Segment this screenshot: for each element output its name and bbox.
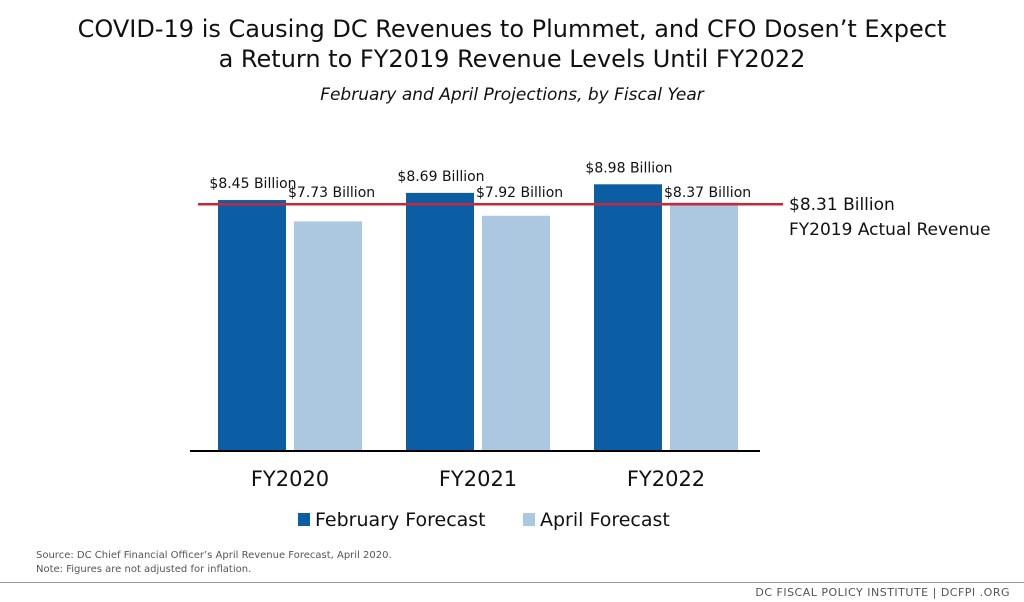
chart-subtitle: February and April Projections, by Fisca… <box>320 85 704 105</box>
chart-title: COVID-19 is Causing DC Revenues to Plumm… <box>0 14 1024 74</box>
reference-value-label: $8.31 Billion <box>789 195 895 215</box>
chart-title-line-2: a Return to FY2019 Revenue Levels Until … <box>218 45 806 73</box>
bar-april-fy2020 <box>294 221 362 451</box>
bar-april-fy2022 <box>670 202 738 451</box>
legend-label-april: April Forecast <box>540 509 670 531</box>
data-label-february: $8.69 Billion <box>397 169 484 185</box>
x-tick-label: FY2022 <box>627 467 705 491</box>
x-tick-label: FY2021 <box>439 467 517 491</box>
bar-april-fy2021 <box>482 215 550 451</box>
data-label-april: $8.37 Billion <box>664 185 751 201</box>
legend-swatch-april <box>523 513 535 526</box>
source-note: Source: DC Chief Financial Officer’s Apr… <box>36 549 392 577</box>
chart-title-line-1: COVID-19 is Causing DC Revenues to Plumm… <box>77 15 947 43</box>
source-line: Source: DC Chief Financial Officer’s Apr… <box>36 550 392 561</box>
x-tick-label: FY2020 <box>251 467 329 491</box>
note-line: Note: Figures are not adjusted for infla… <box>36 564 252 575</box>
bar-chart: FY2020 FY2021 FY2022 $8.45 Billion$7.73 Bil… <box>190 160 991 531</box>
footer-divider <box>0 582 1024 583</box>
legend-label-february: February Forecast <box>315 509 486 531</box>
data-label-february: $8.45 Billion <box>209 176 296 192</box>
legend-swatch-february <box>298 513 310 526</box>
bar-february-fy2022 <box>594 184 662 451</box>
data-label-april: $7.73 Billion <box>288 185 375 201</box>
bar-february-fy2020 <box>218 200 286 451</box>
data-label-february: $8.98 Billion <box>585 160 672 176</box>
footer-credit: DC FISCAL POLICY INSTITUTE | DCFPI .ORG <box>755 586 1010 599</box>
reference-text-label: FY2019 Actual Revenue <box>789 220 991 240</box>
bar-february-fy2021 <box>406 192 474 452</box>
data-label-april: $7.92 Billion <box>476 185 563 201</box>
